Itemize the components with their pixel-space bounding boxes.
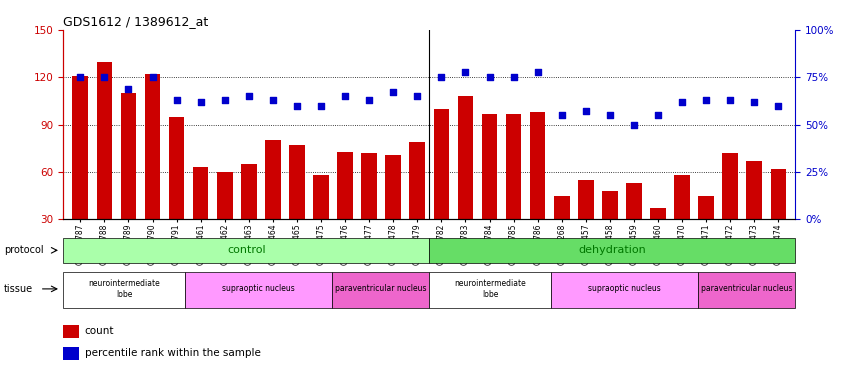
Text: paraventricular nucleus: paraventricular nucleus — [335, 284, 426, 293]
Bar — [313, 175, 329, 267]
Bar — [506, 114, 521, 267]
Point — [290, 103, 304, 109]
Bar — [626, 183, 642, 267]
Bar — [722, 153, 738, 267]
Bar — [338, 152, 353, 267]
Text: percentile rank within the sample: percentile rank within the sample — [85, 348, 261, 358]
Bar — [386, 154, 401, 267]
Bar — [361, 153, 377, 267]
Bar — [145, 74, 161, 267]
Bar — [552, 272, 698, 308]
Point — [675, 99, 689, 105]
Bar — [121, 93, 136, 267]
Bar — [73, 76, 88, 267]
Bar — [185, 272, 332, 308]
Bar — [429, 272, 552, 308]
Bar — [698, 272, 795, 308]
Point — [314, 103, 327, 109]
Bar — [651, 209, 666, 267]
Bar — [168, 117, 184, 267]
Text: count: count — [85, 326, 114, 336]
Text: protocol: protocol — [4, 245, 44, 255]
Text: supraoptic nucleus: supraoptic nucleus — [588, 284, 661, 293]
Text: tissue: tissue — [4, 284, 33, 294]
Point — [146, 74, 159, 80]
Text: control: control — [227, 245, 266, 255]
Bar — [429, 238, 795, 263]
Bar — [217, 172, 233, 267]
Point — [651, 112, 665, 118]
Bar — [674, 175, 690, 267]
Bar — [409, 142, 426, 267]
Bar — [530, 112, 546, 267]
Point — [555, 112, 569, 118]
Text: GDS1612 / 1389612_at: GDS1612 / 1389612_at — [63, 15, 209, 28]
Point — [74, 74, 87, 80]
Point — [531, 69, 545, 75]
Bar — [481, 114, 497, 267]
Bar — [289, 145, 305, 267]
Text: supraoptic nucleus: supraoptic nucleus — [222, 284, 295, 293]
Bar — [63, 238, 429, 263]
Point — [242, 93, 255, 99]
Point — [122, 86, 135, 92]
Point — [627, 122, 640, 128]
Text: neurointermediate
lobe: neurointermediate lobe — [89, 279, 160, 298]
Bar — [433, 109, 449, 267]
Point — [266, 97, 280, 103]
Bar — [746, 161, 762, 267]
Bar — [241, 164, 256, 267]
Point — [459, 69, 472, 75]
Text: dehydration: dehydration — [579, 245, 646, 255]
Bar — [602, 191, 618, 267]
Point — [772, 103, 785, 109]
Bar — [63, 325, 79, 338]
Bar — [771, 169, 786, 267]
Point — [338, 93, 352, 99]
Point — [748, 99, 761, 105]
Point — [723, 97, 737, 103]
Point — [410, 93, 424, 99]
Point — [700, 97, 713, 103]
Bar — [458, 96, 473, 267]
Bar — [578, 180, 594, 267]
Point — [362, 97, 376, 103]
Bar — [63, 346, 79, 360]
Bar — [554, 196, 569, 267]
Bar — [698, 196, 714, 267]
Point — [435, 74, 448, 80]
Point — [194, 99, 207, 105]
Point — [507, 74, 520, 80]
Text: neurointermediate
lobe: neurointermediate lobe — [454, 279, 526, 298]
Point — [579, 108, 592, 114]
Point — [603, 112, 617, 118]
Bar — [265, 141, 281, 267]
Point — [483, 74, 497, 80]
Bar — [193, 167, 208, 267]
Bar — [63, 272, 185, 308]
Bar — [332, 272, 429, 308]
Point — [387, 90, 400, 96]
Point — [170, 97, 184, 103]
Point — [97, 74, 111, 80]
Point — [218, 97, 232, 103]
Bar — [96, 62, 113, 267]
Text: paraventricular nucleus: paraventricular nucleus — [700, 284, 792, 293]
